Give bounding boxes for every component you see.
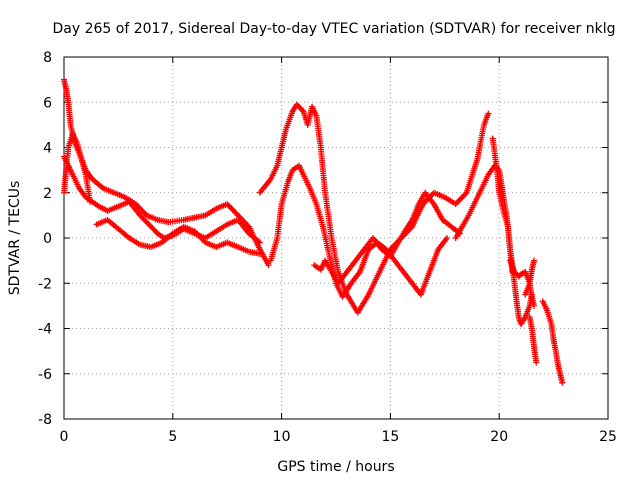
data-points — [61, 76, 566, 386]
data-series-sat-i — [489, 135, 535, 327]
data-series-sat-g — [311, 189, 464, 287]
x-tick-label: 5 — [168, 429, 177, 445]
data-series-sat-k — [522, 257, 538, 298]
data-series-sat-l — [526, 314, 540, 366]
data-series-sat-m — [539, 298, 566, 386]
y-tick-label: 6 — [43, 95, 52, 111]
y-tick-label: 0 — [43, 231, 52, 247]
data-series-sat-d — [93, 216, 263, 257]
y-tick-label: -6 — [38, 367, 52, 383]
axis-ticks: 0 5 10 15 20 25 -8 -6 -4 -2 0 2 4 6 8 — [38, 50, 617, 445]
data-point — [256, 250, 263, 257]
x-tick-label: 15 — [381, 429, 399, 445]
data-point — [265, 262, 272, 269]
data-series-sat-b — [61, 130, 94, 205]
data-point — [533, 359, 540, 366]
x-tick-label: 0 — [60, 429, 69, 445]
y-tick-label: -8 — [38, 412, 52, 428]
data-point — [531, 302, 538, 309]
y-tick-label: -2 — [38, 276, 52, 292]
x-tick-label: 20 — [490, 429, 508, 445]
data-point — [559, 379, 566, 386]
x-tick-label: 10 — [273, 429, 291, 445]
data-series-sat-c — [61, 153, 263, 246]
data-point — [443, 235, 450, 241]
x-tick-label: 25 — [599, 429, 617, 445]
grid — [64, 57, 608, 419]
data-point — [256, 239, 263, 246]
data-point — [485, 110, 492, 117]
data-point — [531, 257, 538, 264]
x-axis-label: GPS time / hours — [277, 459, 394, 475]
data-series-sat-f — [267, 162, 450, 300]
chart-title: Day 265 of 2017, Sidereal Day-to-day VTE… — [53, 21, 616, 37]
y-tick-label: 8 — [43, 50, 52, 66]
y-tick-label: 2 — [43, 186, 52, 202]
y-tick-label: -4 — [38, 322, 52, 338]
y-tick-label: 4 — [43, 141, 52, 157]
y-axis-label: SDTVAR / TECUs — [7, 181, 23, 296]
